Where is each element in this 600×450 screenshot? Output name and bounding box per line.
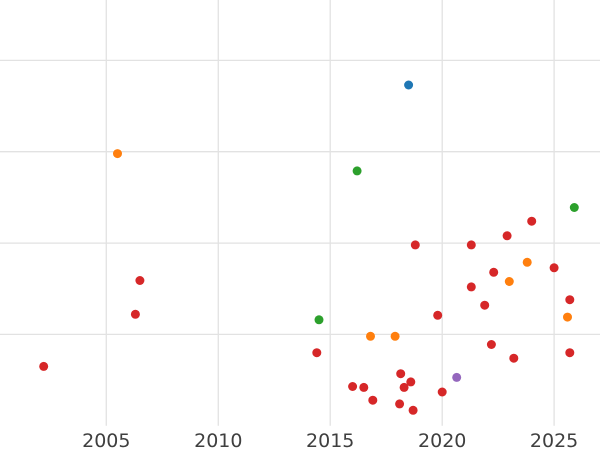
data-point-red (549, 263, 559, 273)
data-point-red (489, 267, 499, 277)
data-point-red (312, 348, 322, 358)
data-point-red (396, 369, 406, 379)
data-point-red (433, 310, 443, 320)
data-point-red (509, 353, 519, 363)
data-point-green (569, 203, 579, 212)
x-tick-label: 2010 (194, 430, 242, 450)
data-point-orange (113, 149, 122, 159)
data-point-red (359, 382, 369, 392)
data-point-red (130, 309, 140, 319)
data-point-red (486, 340, 496, 349)
data-point-red (348, 382, 358, 391)
data-point-green (314, 315, 324, 325)
data-point-red (368, 395, 378, 405)
data-point-red (408, 405, 418, 415)
data-point-red (135, 276, 145, 285)
data-point-red (466, 282, 476, 292)
data-point-red (399, 382, 409, 392)
data-point-red (565, 295, 575, 305)
data-point-red (406, 377, 416, 387)
x-tick-label: 2005 (82, 430, 130, 450)
data-point-red (437, 387, 447, 397)
x-tick-label: 2015 (306, 430, 354, 450)
x-tick-label: 2020 (418, 430, 466, 450)
data-point-red (466, 240, 476, 250)
data-point-green (352, 166, 362, 176)
x-tick-label: 2025 (530, 430, 578, 450)
data-point-red (39, 361, 49, 371)
data-point-purple (452, 372, 462, 382)
data-point-red (395, 399, 405, 409)
data-point-orange (522, 257, 532, 267)
data-point-orange (390, 331, 400, 341)
data-point-red (527, 216, 537, 226)
data-point-orange (504, 277, 514, 286)
data-point-red (480, 300, 490, 310)
data-point-red (410, 240, 420, 250)
data-point-red (502, 231, 512, 241)
data-point-orange (563, 312, 572, 322)
data-point-blue (404, 80, 414, 90)
data-point-red (565, 348, 575, 358)
data-point-orange (366, 331, 375, 341)
